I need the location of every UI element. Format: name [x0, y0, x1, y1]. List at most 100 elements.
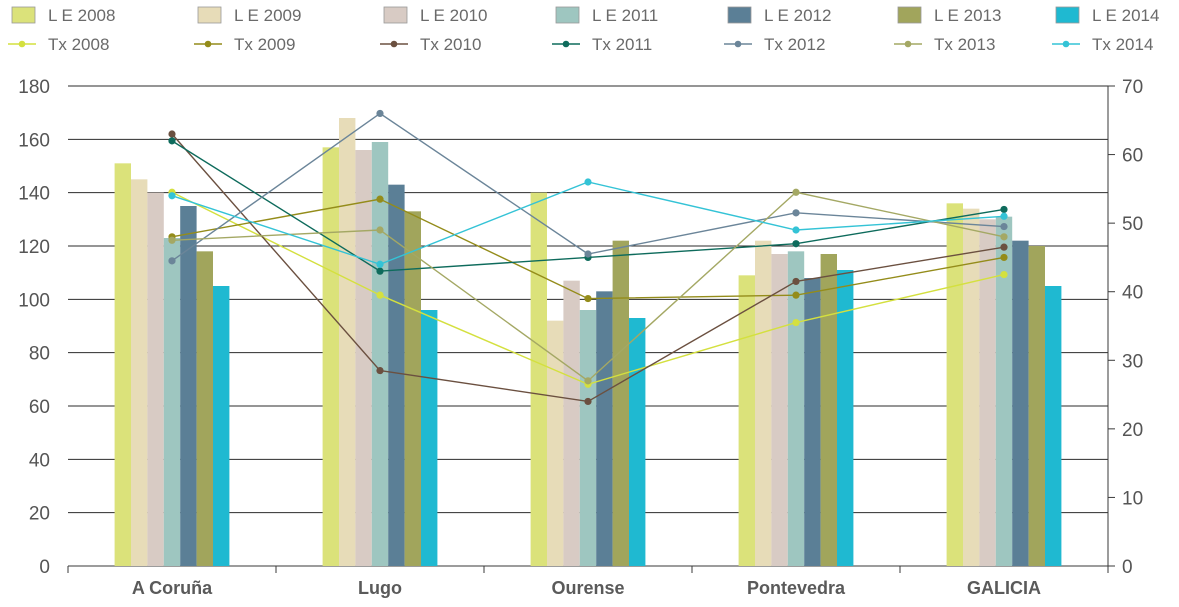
data-point	[168, 137, 176, 145]
category-label: GALICIA	[967, 578, 1041, 598]
legend-swatch	[1055, 6, 1080, 24]
data-point	[1000, 205, 1008, 214]
y-left-tick-label: 40	[29, 450, 50, 471]
legend-label: L E 2009	[234, 6, 301, 25]
bar	[820, 254, 837, 566]
bar	[131, 179, 148, 567]
series-line	[171, 112, 1005, 262]
data-point	[1000, 222, 1008, 231]
bar	[213, 286, 230, 566]
legend-swatch	[11, 6, 36, 24]
bar	[755, 240, 772, 566]
bar	[1012, 240, 1029, 566]
data-point	[1000, 233, 1008, 241]
category-label: Ourense	[551, 578, 624, 598]
legend-label: Tx 2012	[764, 35, 825, 54]
bar	[404, 211, 421, 567]
bar	[1045, 286, 1062, 566]
legend-label: L E 2013	[934, 6, 1001, 25]
y-right-tick-label: 10	[1122, 488, 1143, 509]
y-right-tick-label: 60	[1122, 146, 1143, 167]
legend-label: L E 2010	[420, 6, 487, 25]
legend-label: Tx 2009	[234, 35, 295, 54]
legend-swatch	[197, 6, 222, 24]
data-point	[792, 226, 800, 234]
legend-point-marker	[204, 40, 212, 48]
bar	[1028, 246, 1045, 566]
data-point	[1000, 270, 1008, 279]
data-point	[792, 291, 800, 299]
bar	[738, 275, 755, 566]
y-left-tick-label: 120	[18, 237, 50, 258]
legend-swatch	[727, 6, 752, 24]
legend-swatch	[555, 6, 580, 24]
data-point	[584, 397, 592, 406]
data-point	[792, 318, 800, 327]
series-line	[171, 198, 1005, 300]
legend-label: L E 2011	[592, 6, 658, 25]
bar	[196, 251, 213, 567]
bar	[180, 206, 197, 566]
data-point	[168, 192, 176, 200]
y-right-tick-label: 30	[1122, 351, 1143, 372]
data-point	[376, 291, 384, 299]
data-point	[168, 130, 176, 138]
bar	[787, 251, 805, 567]
category-label: A Coruña	[132, 578, 213, 598]
bar	[612, 240, 629, 566]
data-point	[792, 240, 800, 248]
data-point	[376, 226, 384, 234]
legend-label: L E 2014	[1092, 6, 1159, 25]
data-point	[376, 109, 384, 118]
y-left-tick-label: 0	[39, 557, 50, 578]
bar	[596, 291, 613, 566]
legend-label: Tx 2011	[592, 35, 652, 54]
bar	[563, 280, 580, 566]
data-point	[792, 277, 800, 286]
bar	[946, 203, 963, 567]
category-label: Lugo	[358, 578, 402, 598]
bar	[114, 163, 131, 567]
y-right-tick-label: 50	[1122, 214, 1143, 235]
y-right-tick-label: 0	[1122, 557, 1133, 578]
bar	[547, 320, 564, 566]
data-point	[584, 250, 592, 258]
category-label: Pontevedra	[747, 578, 846, 598]
y-right-tick-label: 20	[1122, 420, 1143, 441]
bar	[322, 147, 339, 567]
legend-point-marker	[734, 40, 742, 48]
bar	[804, 278, 821, 566]
data-point	[1000, 243, 1008, 251]
legend-label: L E 2008	[48, 6, 115, 25]
data-point	[1000, 212, 1008, 220]
legend-label: Tx 2013	[934, 35, 995, 54]
bar	[355, 150, 372, 566]
bar	[339, 118, 356, 566]
y-right-tick-label: 40	[1122, 283, 1143, 304]
legend-label: Tx 2008	[48, 35, 109, 54]
data-point	[168, 236, 176, 244]
data-point	[376, 267, 384, 275]
legend-point-marker	[390, 40, 398, 48]
bar	[530, 192, 547, 566]
data-point	[584, 178, 592, 186]
bar	[147, 192, 164, 566]
bar	[979, 219, 996, 567]
bar	[371, 142, 389, 566]
legend-label: Tx 2014	[1092, 35, 1153, 54]
data-point	[168, 257, 176, 265]
legend-swatch	[383, 6, 408, 24]
y-left-tick-label: 140	[18, 184, 50, 205]
data-point	[584, 294, 592, 303]
legend-swatch	[897, 6, 922, 24]
legend-point-marker	[562, 40, 570, 48]
bar	[837, 270, 854, 566]
bar	[388, 184, 405, 566]
y-left-tick-label: 160	[18, 130, 50, 151]
data-point	[376, 260, 384, 268]
legend-label: L E 2012	[764, 6, 831, 25]
legend-point-marker	[904, 40, 912, 48]
bar	[963, 208, 980, 566]
